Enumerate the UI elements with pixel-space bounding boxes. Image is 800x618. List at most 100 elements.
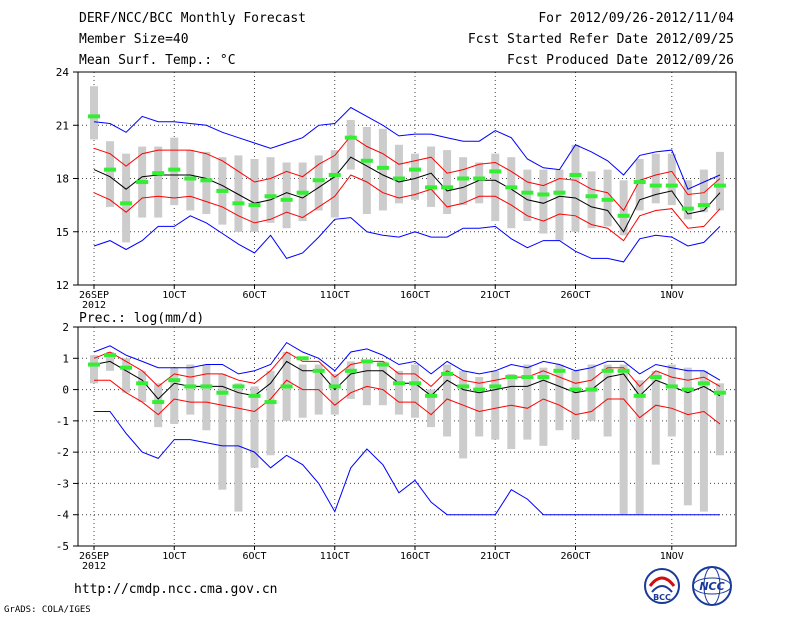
box [539, 367, 548, 446]
median-marker [713, 390, 726, 395]
box [459, 157, 468, 206]
median-marker [681, 387, 694, 392]
box [571, 144, 580, 232]
median-marker [168, 167, 181, 172]
grads-credit: GrADS: COLA/IGES [4, 605, 91, 615]
median-marker [264, 194, 277, 199]
box [667, 153, 676, 206]
box [571, 370, 580, 440]
median-marker [296, 190, 309, 195]
median-marker [441, 185, 454, 190]
box [475, 377, 484, 437]
box [314, 155, 323, 211]
box [635, 380, 644, 515]
box [699, 169, 708, 213]
plot-area [88, 86, 726, 263]
ncc-logo: NCC [692, 566, 732, 606]
box [154, 383, 163, 428]
box [266, 157, 275, 223]
y-tick-label: -2 [56, 446, 69, 459]
mean-line [93, 360, 721, 400]
median-marker [136, 381, 149, 386]
median-marker [328, 172, 341, 177]
box [507, 373, 516, 450]
box [154, 146, 163, 218]
box [90, 355, 98, 384]
median-marker [120, 201, 133, 206]
median-marker [425, 185, 438, 190]
median-marker [601, 197, 614, 202]
box [491, 153, 500, 222]
upper-spread-line [93, 351, 721, 388]
median-marker [248, 203, 261, 208]
chart-panel-1: 24 21 18 15 12 26SEP 1OCT 6OCT 11OCT 16OCT 21OCT 26… [56, 66, 737, 311]
mean-line [93, 156, 721, 233]
started-refer-date: Fcst Started Refer Date 2012/09/25 [467, 32, 734, 47]
box [266, 370, 275, 456]
box [330, 150, 339, 218]
box [411, 364, 419, 418]
chart-title: DERF/NCC/BCC Monthly Forecast [79, 11, 306, 26]
x-tick-label: 1OCT [162, 551, 186, 562]
median-marker [585, 387, 598, 392]
x-tick-label: 11OCT [320, 290, 350, 301]
box [250, 158, 259, 232]
median-marker [88, 362, 100, 367]
y-tick-label: 15 [56, 226, 69, 239]
median-marker [441, 371, 454, 376]
median-marker [168, 378, 181, 383]
min-line [94, 411, 720, 516]
median-marker [376, 165, 389, 170]
box [170, 367, 179, 424]
box [394, 370, 403, 415]
x-tick-label: 21OCT [480, 290, 510, 301]
median-marker [633, 393, 646, 398]
box [362, 361, 371, 406]
median-marker [88, 114, 100, 119]
median-marker [392, 176, 405, 181]
box [587, 364, 596, 421]
y-tick-label: 2 [62, 321, 69, 334]
x-tick-label: 6OCT [242, 290, 266, 301]
median-marker [601, 368, 614, 373]
box [122, 153, 131, 243]
x-tick-label: 16OCT [400, 290, 430, 301]
y-tick-label: 21 [56, 119, 69, 132]
x-tick-label: 11OCT [320, 551, 350, 562]
produced-date: Fcst Produced Date 2012/09/26 [507, 53, 734, 68]
box [523, 169, 532, 222]
x-tick-label: 1OCT [162, 290, 186, 301]
lower-spread-line [94, 379, 721, 425]
median-marker [328, 384, 341, 389]
median-marker [392, 381, 405, 386]
y-tick-label: -1 [56, 415, 69, 428]
box [202, 151, 211, 214]
median-marker [473, 387, 486, 392]
median-marker [553, 190, 566, 195]
median-marker [649, 375, 662, 380]
box [635, 158, 644, 211]
x-year-label: 2012 [82, 561, 106, 572]
box [603, 364, 612, 437]
ncc-logo-text: NCC [699, 580, 724, 593]
median-marker [360, 359, 373, 364]
box [186, 364, 195, 415]
box [651, 370, 660, 465]
median-marker [104, 167, 117, 172]
median-marker [569, 387, 582, 392]
x-tick-label: 1NOV [660, 290, 684, 301]
median-marker [409, 167, 421, 172]
x-tick-label: 26SEP [79, 290, 109, 301]
box [523, 364, 532, 440]
median-marker [200, 178, 213, 183]
median-marker [537, 375, 550, 380]
source-url: http://cmdp.ncc.cma.gov.cn [74, 582, 278, 597]
median-marker [489, 384, 502, 389]
forecast-period: For 2012/09/26-2012/11/04 [538, 11, 734, 26]
median-marker [264, 400, 277, 405]
box [234, 383, 243, 512]
median-marker [537, 192, 550, 197]
median-marker [649, 183, 662, 188]
y-tick-label: -5 [56, 540, 69, 553]
